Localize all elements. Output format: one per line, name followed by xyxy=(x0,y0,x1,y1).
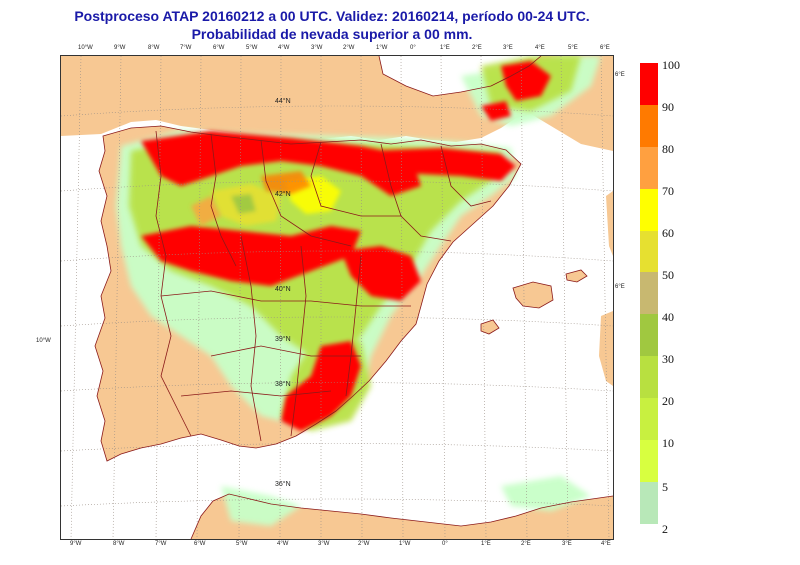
top-tick: 5°W xyxy=(246,45,258,51)
top-tick: 3°E xyxy=(503,45,513,51)
color-legend xyxy=(640,63,658,524)
province-borders xyxy=(94,56,613,539)
legend-swatch xyxy=(640,398,658,441)
legend-label: 40 xyxy=(662,310,674,324)
graticule xyxy=(61,56,613,539)
top-tick: 6°E xyxy=(600,45,610,51)
top-tick: 10°W xyxy=(78,45,93,51)
top-tick: 9°W xyxy=(114,45,126,51)
legend-swatch xyxy=(640,481,658,524)
right-tick: 6°E xyxy=(615,72,625,78)
legend-label: 5 xyxy=(662,480,668,494)
bottom-tick: 7°W xyxy=(155,541,167,547)
top-tick: 5°E xyxy=(568,45,578,51)
top-tick: 6°W xyxy=(213,45,225,51)
top-tick: 4°E xyxy=(535,45,545,51)
map-panel: 44°N 42°N 40°N 39°N 38°N 36°N xyxy=(60,55,614,540)
legend-label: 50 xyxy=(662,268,674,282)
legend-label: 90 xyxy=(662,100,674,114)
legend-label: 100 xyxy=(662,58,680,72)
legend-swatch xyxy=(640,146,658,189)
legend-swatch xyxy=(640,63,658,105)
bottom-tick: 3°W xyxy=(318,541,330,547)
top-tick: 2°W xyxy=(343,45,355,51)
top-tick: 8°W xyxy=(148,45,160,51)
legend-swatch xyxy=(640,272,658,315)
legend-label: 20 xyxy=(662,394,674,408)
left-tick: 10°W xyxy=(36,338,51,344)
lat-label: 42°N xyxy=(275,191,291,198)
lat-label: 40°N xyxy=(275,286,291,293)
lat-label: 44°N xyxy=(275,98,291,105)
top-tick: 3°W xyxy=(311,45,323,51)
lat-label: 38°N xyxy=(275,381,291,388)
top-tick: 7°W xyxy=(180,45,192,51)
bottom-tick: 9°W xyxy=(70,541,82,547)
bottom-tick: 2°W xyxy=(358,541,370,547)
legend-label: 80 xyxy=(662,142,674,156)
bottom-tick: 5°W xyxy=(236,541,248,547)
top-tick: 2°E xyxy=(472,45,482,51)
right-tick: 6°E xyxy=(615,284,625,290)
iberia-map xyxy=(61,56,613,539)
top-tick: 0° xyxy=(410,45,416,51)
legend-swatch xyxy=(640,314,658,357)
legend-label: 10 xyxy=(662,436,674,450)
top-tick: 1°W xyxy=(376,45,388,51)
legend-label: 2 xyxy=(662,522,668,536)
map-subtitle: Probabilidad de nevada superior a 00 mm. xyxy=(191,26,473,42)
bottom-tick: 4°E xyxy=(601,541,611,547)
legend-swatch xyxy=(640,356,658,399)
legend-label: 70 xyxy=(662,184,674,198)
legend-swatch xyxy=(640,230,658,273)
bottom-tick: 1°W xyxy=(399,541,411,547)
map-title: Postproceso ATAP 20160212 a 00 UTC. Vali… xyxy=(74,8,590,24)
lat-label: 36°N xyxy=(275,481,291,488)
top-tick: 1°E xyxy=(440,45,450,51)
bottom-tick: 0° xyxy=(442,541,448,547)
bottom-tick: 8°W xyxy=(113,541,125,547)
bottom-tick: 2°E xyxy=(521,541,531,547)
top-tick: 4°W xyxy=(278,45,290,51)
legend-swatch xyxy=(640,440,658,482)
bottom-tick: 3°E xyxy=(562,541,572,547)
bottom-tick: 6°W xyxy=(194,541,206,547)
legend-swatch xyxy=(640,188,658,231)
legend-swatch xyxy=(640,104,658,147)
legend-label: 60 xyxy=(662,226,674,240)
legend-label: 30 xyxy=(662,352,674,366)
lat-label: 39°N xyxy=(275,336,291,343)
bottom-tick: 4°W xyxy=(277,541,289,547)
bottom-tick: 1°E xyxy=(481,541,491,547)
